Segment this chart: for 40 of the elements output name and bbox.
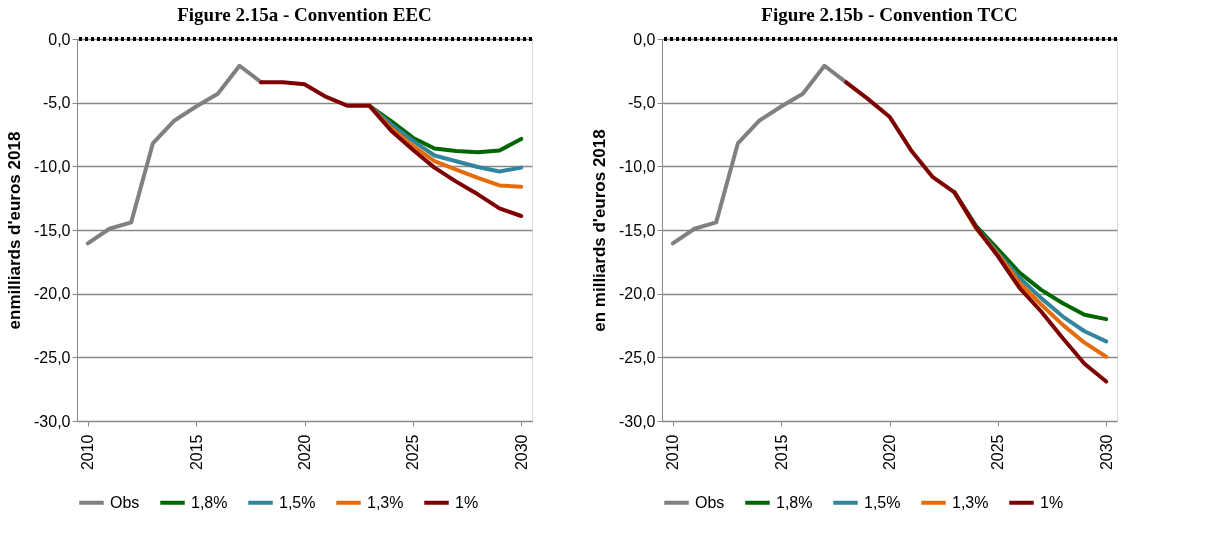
y-tick-label: -25,0 [619,348,656,366]
legend-label: 1,3% [367,493,404,511]
x-tick-label: 2030 [1097,434,1115,471]
y-tick-label: -10,0 [619,157,656,175]
x-tick-label: 2020 [881,434,898,471]
x-tick-label: 2010 [664,434,682,471]
legend-label: Obs [110,493,140,511]
legend-label: 1,5% [279,493,316,511]
x-tick-label: 2010 [79,434,97,471]
y-tick-label: -30,0 [619,412,656,430]
y-axis-title: en milliards d'euros 2018 [590,129,610,332]
y-tick-label: -15,0 [34,221,71,239]
legend-label: 1,8% [776,493,813,511]
x-tick-label: 2030 [512,434,530,471]
legend-label: 1,5% [864,493,901,511]
y-axis-title: enmilliards d'euros 2018 [5,131,25,330]
legend-label: 1% [1040,493,1064,511]
x-tick-label: 2025 [989,434,1007,471]
y-tick-label: -25,0 [34,348,71,366]
line-series [844,80,1109,384]
x-tick-label: 2020 [296,434,313,471]
y-tick-label: -20,0 [619,285,656,303]
y-tick-label: -10,0 [34,157,71,175]
legend-label: 1% [455,493,479,511]
legend-label: Obs [695,493,725,511]
x-tick-label: 2025 [404,434,422,471]
y-tick-label: -20,0 [34,285,71,303]
y-tick-label: -30,0 [34,412,71,430]
y-tick-label: 0,0 [633,30,656,48]
legend-label: 1,8% [191,493,228,511]
legend-label: 1,3% [952,493,989,511]
x-tick-label: 2015 [772,434,790,471]
y-tick-label: -5,0 [42,94,71,112]
chart-title: Figure 2.15b - Convention TCC [761,4,1018,25]
y-tick-label: 0,0 [48,30,71,48]
y-tick-label: -5,0 [627,94,656,112]
line-series [259,80,524,218]
x-tick-label: 2015 [187,434,205,471]
chart-title: Figure 2.15a - Convention EEC [177,4,432,25]
y-tick-label: -15,0 [619,221,656,239]
